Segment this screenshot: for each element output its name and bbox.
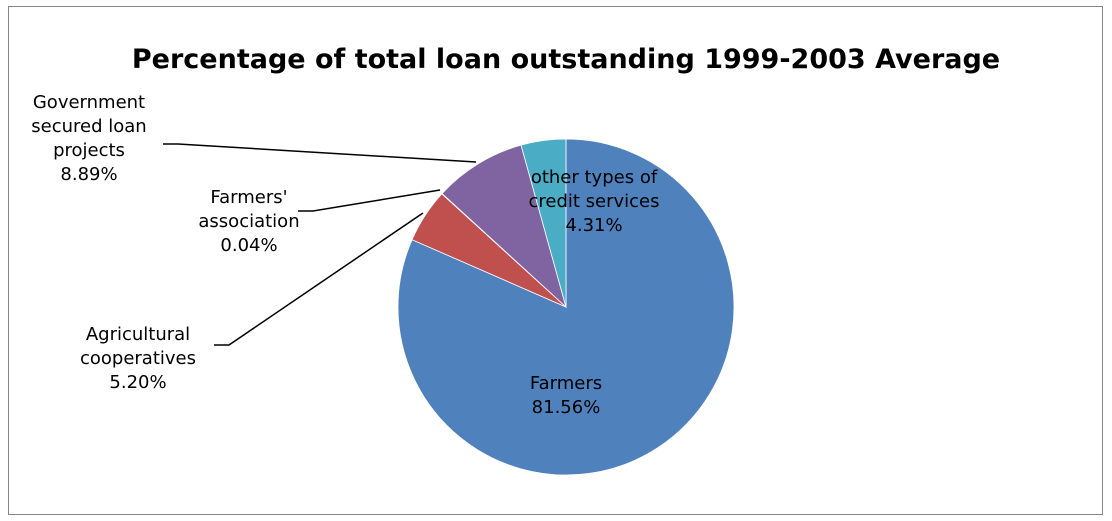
data-label-0-line-0: Farmers — [530, 373, 602, 394]
data-label-0-line-1: 81.56% — [532, 397, 601, 418]
data-label-3-line-2: projects — [53, 140, 125, 161]
data-label-4-line-2: 4.31% — [565, 215, 622, 236]
data-label-2-line-1: association — [198, 211, 299, 232]
data-label-1-line-1: cooperatives — [80, 348, 196, 369]
pie-slices — [397, 138, 735, 476]
data-label-2-line-2: 0.04% — [220, 235, 277, 256]
data-label-1-line-2: 5.20% — [109, 372, 166, 393]
leader-lines — [163, 143, 477, 346]
data-label-4: other types of credit services 4.31% — [528, 167, 659, 236]
data-label-3: Government secured loan projects 8.89% — [31, 92, 146, 185]
leader-line-2 — [298, 189, 441, 212]
data-label-1-line-0: Agricultural — [86, 324, 190, 345]
data-label-2: Farmers' association 0.04% — [198, 187, 299, 256]
pie-slice-3 — [441, 144, 567, 309]
data-label-4-line-1: credit services — [528, 191, 659, 212]
data-label-3-line-3: 8.89% — [60, 164, 117, 185]
data-label-4-line-0: other types of — [531, 167, 658, 188]
data-label-1: Agricultural cooperatives 5.20% — [80, 324, 196, 393]
data-label-2-line-0: Farmers' — [210, 187, 287, 208]
leader-line-3 — [163, 143, 477, 163]
data-label-0: Farmers 81.56% — [530, 373, 602, 418]
pie-slice-4 — [520, 138, 567, 308]
data-label-3-line-1: secured loan — [31, 116, 146, 137]
data-label-3-line-0: Government — [33, 92, 145, 113]
leader-line-1 — [214, 212, 424, 346]
data-labels: Farmers 81.56% Agricultural cooperatives 5.2… — [31, 92, 659, 418]
chart-title: Percentage of total loan outstanding 199… — [132, 44, 1000, 75]
